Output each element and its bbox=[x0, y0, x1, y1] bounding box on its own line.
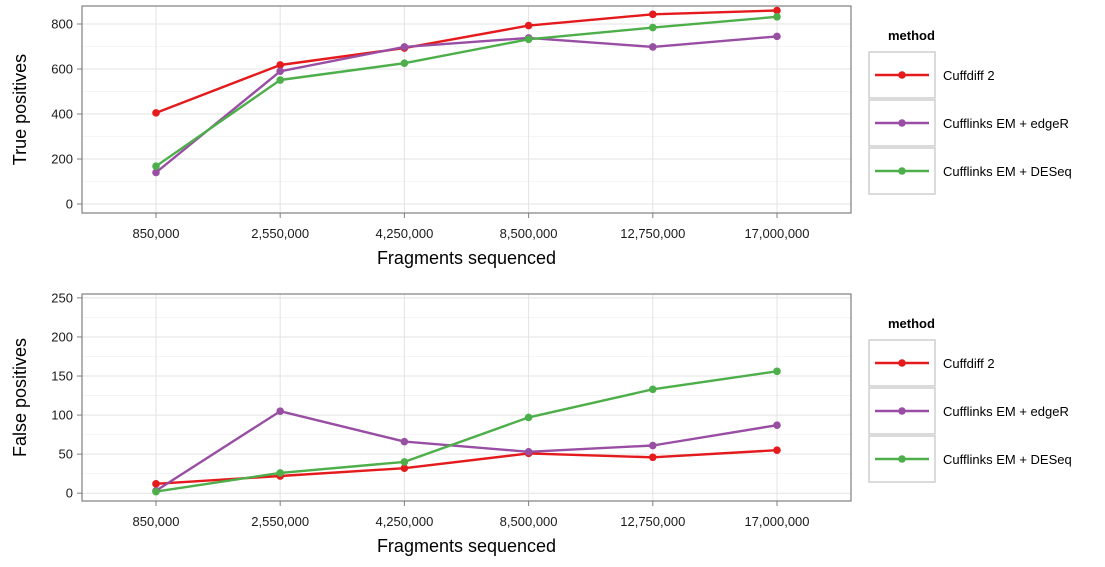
legend-key-point bbox=[898, 407, 906, 415]
data-point-series-0 bbox=[773, 6, 781, 15]
data-point-series-2 bbox=[524, 413, 533, 422]
x-tick-label: 2,550,000 bbox=[251, 514, 309, 529]
legend-label: Cuffdiff 2 bbox=[943, 68, 995, 83]
data-point-series-0 bbox=[773, 446, 781, 455]
data-point-series-2 bbox=[276, 76, 285, 84]
legend-key-point bbox=[898, 359, 906, 367]
x-tick-label: 850,000 bbox=[133, 226, 180, 241]
x-tick-label: 12,750,000 bbox=[620, 226, 685, 241]
legend: method Cuffdiff 2 Cufflinks EM + edgeR Cuff… bbox=[868, 28, 1072, 195]
x-axis-title: Fragments sequenced bbox=[377, 536, 556, 556]
data-point-series-1 bbox=[152, 168, 160, 177]
data-point-series-2 bbox=[152, 162, 160, 170]
series-line-2 bbox=[154, 370, 779, 493]
x-axis-title: Fragments sequenced bbox=[377, 248, 556, 268]
series-line-2 bbox=[154, 15, 779, 168]
y-tick-label: 400 bbox=[51, 107, 73, 122]
data-point-series-2 bbox=[276, 469, 285, 477]
legend-title: method bbox=[888, 316, 935, 331]
data-point-series-2 bbox=[152, 487, 160, 496]
x-tick-label: 8,500,000 bbox=[500, 226, 558, 241]
legend-label: Cufflinks EM + DESeq bbox=[943, 164, 1072, 179]
y-tick-label: 800 bbox=[51, 17, 73, 32]
data-point-series-1 bbox=[276, 67, 285, 76]
data-point-series-1 bbox=[649, 441, 657, 450]
data-point-series-0 bbox=[649, 453, 657, 462]
x-tick-label: 4,250,000 bbox=[375, 226, 433, 241]
x-tick-label: 12,750,000 bbox=[620, 514, 685, 529]
series-line-1 bbox=[154, 35, 779, 174]
data-point-series-2 bbox=[649, 385, 657, 394]
data-point-series-2 bbox=[524, 35, 533, 44]
data-point-series-2 bbox=[649, 23, 657, 32]
series-line-0 bbox=[154, 449, 779, 485]
plot-background bbox=[82, 294, 851, 501]
data-point-series-1 bbox=[400, 437, 409, 446]
legend-key-point bbox=[898, 167, 906, 175]
plot-border bbox=[81, 5, 852, 214]
legend-key-point bbox=[898, 71, 906, 79]
data-point-series-2 bbox=[773, 12, 781, 21]
y-tick-label: 150 bbox=[51, 369, 73, 384]
data-point-series-2 bbox=[400, 458, 409, 466]
chart-panel-false-positives: 0 50 100 150 200 250 850,000 2,550,000 4,250,000… bbox=[10, 290, 1072, 556]
series-line-1 bbox=[154, 410, 779, 492]
data-point-series-1 bbox=[773, 421, 781, 430]
legend-key-point bbox=[898, 119, 906, 127]
plot-border bbox=[81, 293, 852, 502]
legend-key-point bbox=[898, 455, 906, 463]
y-tick-label: 0 bbox=[66, 197, 73, 212]
data-point-series-2 bbox=[400, 59, 409, 67]
data-point-series-0 bbox=[276, 61, 285, 69]
legend-label: Cuffdiff 2 bbox=[943, 356, 995, 371]
data-point-series-0 bbox=[524, 21, 533, 30]
x-tick-label: 850,000 bbox=[133, 514, 180, 529]
data-point-series-1 bbox=[524, 447, 533, 456]
y-axis-title: True positives bbox=[10, 54, 30, 165]
x-tick-label: 17,000,000 bbox=[744, 226, 809, 241]
y-tick-label: 100 bbox=[51, 408, 73, 423]
data-point-series-2 bbox=[773, 367, 781, 376]
data-point-series-1 bbox=[773, 32, 781, 41]
x-tick-label: 4,250,000 bbox=[375, 514, 433, 529]
y-tick-label: 0 bbox=[66, 486, 73, 501]
data-point-series-0 bbox=[152, 109, 160, 117]
data-point-series-1 bbox=[649, 43, 657, 51]
legend-label: Cufflinks EM + DESeq bbox=[943, 452, 1072, 467]
legend-label: Cufflinks EM + edgeR bbox=[943, 404, 1069, 419]
x-tick-label: 17,000,000 bbox=[744, 514, 809, 529]
x-tick-label: 8,500,000 bbox=[500, 514, 558, 529]
legend-title: method bbox=[888, 28, 935, 43]
data-point-series-0 bbox=[400, 464, 409, 472]
data-point-series-0 bbox=[152, 480, 160, 488]
data-point-series-1 bbox=[276, 407, 285, 415]
y-tick-label: 600 bbox=[51, 62, 73, 77]
chart-panel-true-positives: 0 200 400 600 800 850,000 2,550,000 4,250,000 8,… bbox=[10, 5, 1072, 268]
y-tick-label: 200 bbox=[51, 329, 73, 344]
data-point-series-1 bbox=[400, 43, 409, 51]
y-tick-label: 50 bbox=[59, 447, 73, 462]
y-axis-title: False positives bbox=[10, 338, 30, 457]
series-line-0 bbox=[154, 9, 779, 115]
x-tick-label: 2,550,000 bbox=[251, 226, 309, 241]
y-tick-label: 200 bbox=[51, 152, 73, 167]
legend: method Cuffdiff 2 Cufflinks EM + edgeR Cuff… bbox=[868, 316, 1072, 483]
data-point-series-0 bbox=[649, 10, 657, 19]
legend-label: Cufflinks EM + edgeR bbox=[943, 116, 1069, 131]
y-tick-label: 250 bbox=[51, 290, 73, 305]
